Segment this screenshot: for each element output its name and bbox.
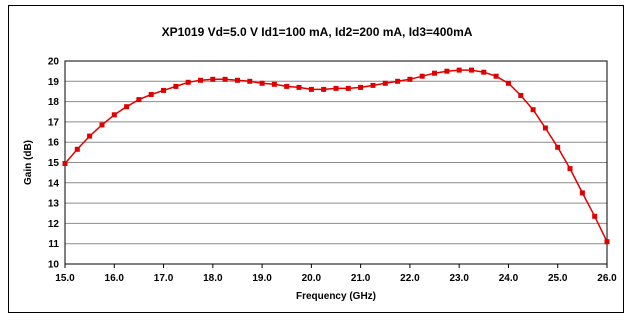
x-tick-label: 21.0 [351,273,371,284]
gain-chart: XP1019 Vd=5.0 V Id1=100 mA, Id2=200 mA, … [23,25,617,302]
data-point [259,80,265,86]
data-point [99,122,105,128]
data-point [333,85,339,91]
y-tick-label: 17 [48,117,60,128]
data-point [321,86,327,92]
grid [65,60,607,265]
y-tick-label: 20 [48,57,60,68]
x-axis: 15.0 16.0 17.0 18.0 19.0 20.0 21.0 22.0 23.0 24.0… [55,264,617,284]
chart-frame: XP1019 Vd=5.0 V Id1=100 mA, Id2=200 mA, … [8,5,624,313]
data-point [530,107,536,113]
data-point [506,80,511,86]
data-point [210,76,216,82]
y-tick-label: 18 [48,97,60,108]
data-point [345,85,351,91]
data-point [148,92,154,97]
chart-title: XP1019 Vd=5.0 V Id1=100 mA, Id2=200 mA, … [162,25,473,39]
data-point [296,84,302,90]
x-tick-label: 19.0 [252,273,272,284]
data-point [222,76,228,82]
x-tick-label: 18.0 [203,273,223,284]
data-point [247,78,253,84]
data-point [592,213,598,219]
y-tick-label: 10 [48,260,60,271]
data-point [481,69,487,75]
data-point [370,82,376,88]
y-tick-label: 16 [48,138,60,149]
data-point [87,133,93,139]
data-point [62,161,68,166]
y-tick-label: 11 [48,239,59,250]
data-point [198,77,203,83]
x-tick-label: 15.0 [55,273,75,284]
data-point [579,190,585,196]
x-tick-label: 26.0 [597,273,617,284]
y-tick-label: 12 [48,219,60,230]
data-point [74,146,80,152]
x-tick-label: 24.0 [499,273,519,284]
series-line [64,69,608,243]
x-tick-label: 22.0 [400,273,420,284]
data-point [235,77,240,83]
data-point [444,68,450,74]
data-point [111,112,117,118]
data-point [518,93,524,98]
data-point [308,86,314,92]
y-tick-label: 14 [48,178,60,189]
x-tick-label: 23.0 [449,273,469,284]
series [62,67,610,245]
x-tick-label: 17.0 [154,273,174,284]
data-point [173,83,179,89]
data-point [185,79,191,85]
y-axis-label: Gain (dB) [23,140,34,185]
data-point [161,87,166,93]
data-point [395,78,401,84]
y-tick-label: 19 [48,77,60,88]
data-point [555,144,561,150]
data-point [124,104,130,110]
data-point [567,166,573,172]
x-tick-label: 25.0 [548,273,568,284]
x-tick-label: 16.0 [105,273,125,284]
data-point [493,73,499,79]
data-point [358,84,364,90]
data-point [604,239,610,245]
y-axis: 10 11 12 13 14 15 16 17 18 19 20 [48,57,60,271]
y-tick-label: 13 [48,199,60,210]
data-point [284,83,290,89]
data-point [432,70,437,76]
data-point [136,97,142,103]
data-point [271,81,277,87]
y-tick-label: 15 [48,158,60,169]
data-point [382,80,388,86]
data-point [419,73,425,79]
data-point [469,67,474,73]
data-point [456,67,462,73]
data-point [407,76,413,82]
data-point [542,125,548,131]
x-axis-label: Frequency (GHz) [296,291,376,302]
x-tick-label: 20.0 [302,273,322,284]
